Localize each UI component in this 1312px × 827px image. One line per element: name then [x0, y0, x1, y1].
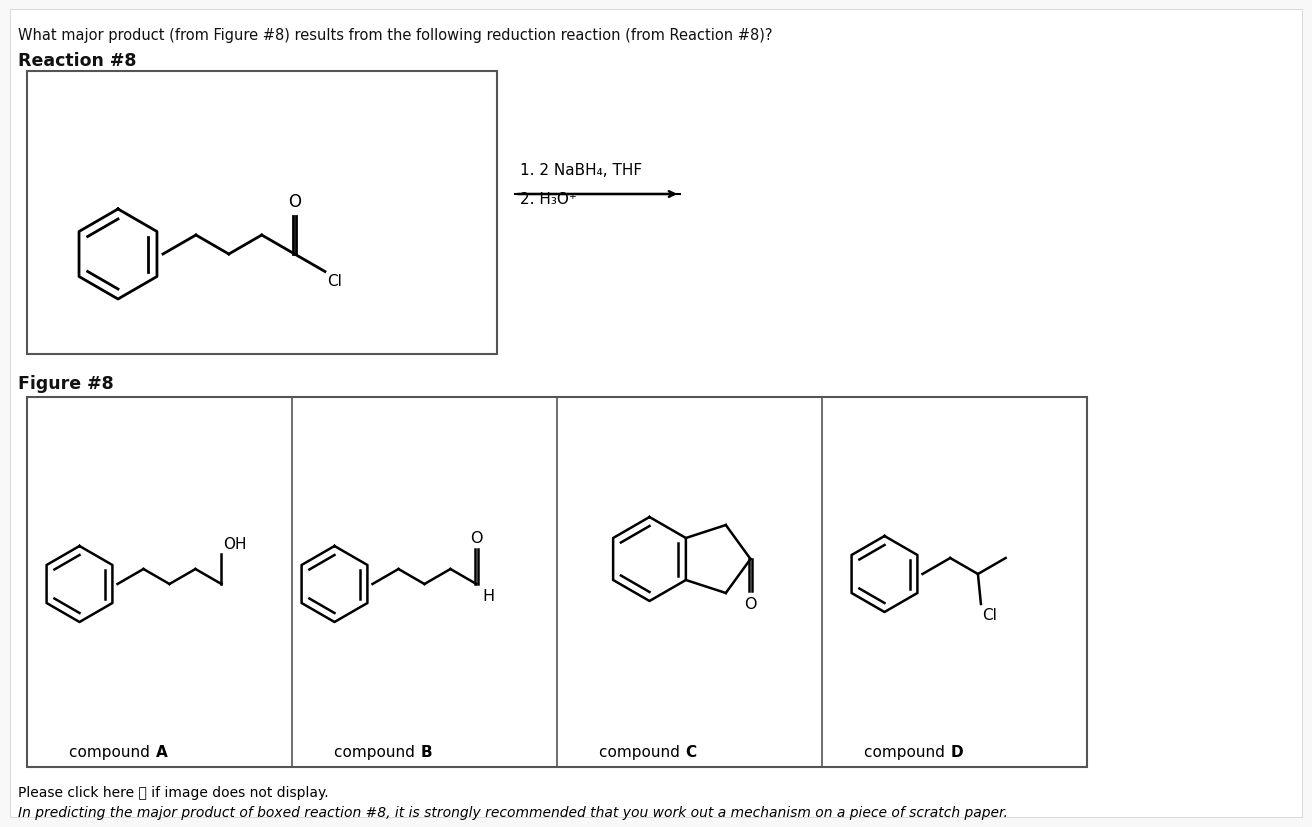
Text: compound: compound: [333, 744, 420, 759]
Text: B: B: [421, 744, 432, 759]
Text: 1. 2 NaBH₄, THF: 1. 2 NaBH₄, THF: [520, 163, 642, 178]
Text: O: O: [470, 530, 483, 545]
Text: Cl: Cl: [981, 607, 997, 622]
Text: In predicting the major product of boxed reaction #8, it is strongly recommended: In predicting the major product of boxed…: [18, 805, 1008, 819]
Text: OH: OH: [223, 537, 247, 552]
Text: O: O: [744, 596, 757, 611]
Text: Reaction #8: Reaction #8: [18, 52, 136, 70]
Bar: [28, 398, 1088, 767]
Text: Cl: Cl: [327, 275, 342, 289]
Text: 2. H₃O⁺: 2. H₃O⁺: [520, 192, 577, 207]
Text: compound: compound: [68, 744, 155, 759]
Text: compound: compound: [598, 744, 685, 759]
Text: C: C: [685, 744, 697, 759]
Text: Please click here 📷 if image does not display.: Please click here 📷 if image does not di…: [18, 785, 328, 799]
Text: A: A: [156, 744, 167, 759]
Text: compound: compound: [863, 744, 950, 759]
Text: Figure #8: Figure #8: [18, 375, 114, 393]
Text: What major product (from Figure #8) results from the following reduction reactio: What major product (from Figure #8) resu…: [18, 28, 773, 43]
Text: O: O: [289, 193, 302, 211]
Text: H: H: [483, 588, 495, 603]
Text: D: D: [950, 744, 963, 759]
Bar: [28, 72, 497, 355]
